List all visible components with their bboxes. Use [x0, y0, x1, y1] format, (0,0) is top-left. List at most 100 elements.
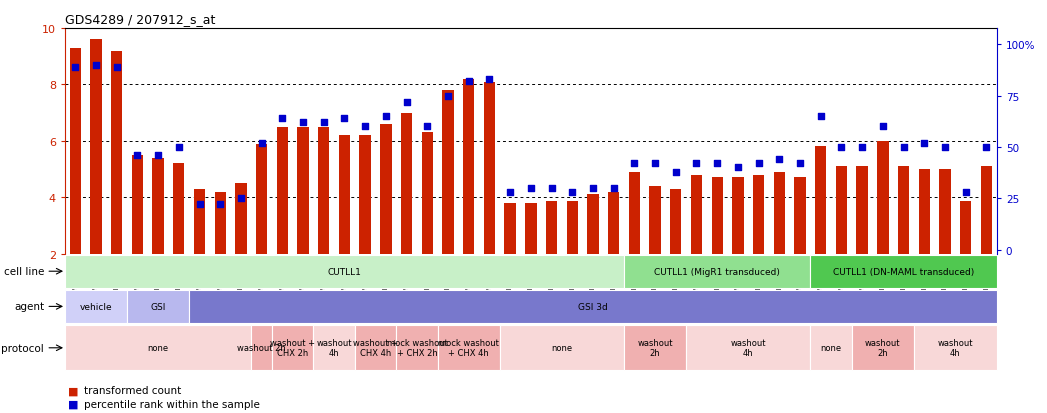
- Point: [398, 99, 415, 106]
- Bar: [173, 164, 184, 254]
- Point: [978, 144, 995, 151]
- Bar: [691, 175, 703, 254]
- Bar: [732, 178, 743, 254]
- Point: [253, 140, 270, 147]
- Point: [895, 144, 912, 151]
- Bar: [628, 172, 640, 254]
- Text: none: none: [148, 344, 169, 352]
- Point: [67, 64, 84, 71]
- Point: [564, 189, 581, 196]
- Text: CUTLL1 (MigR1 transduced): CUTLL1 (MigR1 transduced): [654, 267, 780, 276]
- Bar: [670, 189, 682, 254]
- Point: [626, 161, 643, 167]
- Point: [108, 64, 125, 71]
- Text: cell line: cell line: [4, 266, 44, 277]
- Bar: [624, 255, 810, 288]
- Bar: [380, 125, 392, 254]
- Point: [192, 202, 208, 208]
- Bar: [236, 184, 247, 254]
- Text: mock washout
+ CHX 2h: mock washout + CHX 2h: [386, 338, 447, 358]
- Bar: [836, 167, 847, 254]
- Bar: [153, 158, 163, 254]
- Bar: [276, 127, 288, 254]
- Point: [171, 144, 187, 151]
- Point: [336, 116, 353, 122]
- Bar: [810, 325, 852, 370]
- Point: [874, 124, 891, 131]
- Bar: [960, 202, 972, 254]
- Point: [605, 185, 622, 192]
- Bar: [463, 80, 474, 254]
- Bar: [442, 91, 453, 254]
- Bar: [190, 290, 997, 323]
- Point: [853, 144, 870, 151]
- Bar: [422, 133, 433, 254]
- Text: agent: agent: [14, 301, 44, 312]
- Point: [937, 144, 954, 151]
- Bar: [339, 136, 350, 254]
- Point: [543, 185, 560, 192]
- Point: [461, 79, 477, 85]
- Text: percentile rank within the sample: percentile rank within the sample: [84, 399, 260, 409]
- Bar: [251, 325, 272, 370]
- Text: washout
4h: washout 4h: [316, 338, 352, 358]
- Bar: [852, 325, 914, 370]
- Bar: [255, 144, 267, 254]
- Point: [833, 144, 850, 151]
- Bar: [774, 172, 785, 254]
- Text: mock washout
+ CHX 4h: mock washout + CHX 4h: [439, 338, 499, 358]
- Point: [274, 116, 291, 122]
- Bar: [65, 290, 127, 323]
- Bar: [127, 290, 190, 323]
- Text: ■: ■: [68, 385, 79, 395]
- Bar: [272, 325, 313, 370]
- Point: [150, 152, 166, 159]
- Bar: [939, 170, 951, 254]
- Text: transformed count: transformed count: [84, 385, 181, 395]
- Text: GSI 3d: GSI 3d: [578, 302, 608, 311]
- Point: [730, 165, 747, 171]
- Point: [419, 124, 436, 131]
- Bar: [981, 167, 993, 254]
- Text: none: none: [821, 344, 842, 352]
- Bar: [505, 203, 516, 254]
- Bar: [215, 192, 226, 254]
- Point: [294, 120, 311, 126]
- Bar: [111, 51, 122, 254]
- Text: ■: ■: [68, 399, 79, 409]
- Bar: [815, 147, 826, 254]
- Point: [378, 114, 395, 120]
- Text: GDS4289 / 207912_s_at: GDS4289 / 207912_s_at: [65, 13, 216, 26]
- Text: washout
2h: washout 2h: [865, 338, 900, 358]
- Bar: [810, 255, 997, 288]
- Text: washout
4h: washout 4h: [937, 338, 973, 358]
- Bar: [898, 167, 909, 254]
- Bar: [686, 325, 810, 370]
- Bar: [649, 186, 661, 254]
- Point: [440, 93, 456, 100]
- Point: [647, 161, 664, 167]
- Text: CUTLL1: CUTLL1: [328, 267, 361, 276]
- Bar: [484, 82, 495, 254]
- Bar: [65, 255, 624, 288]
- Bar: [856, 167, 868, 254]
- Point: [357, 124, 374, 131]
- Point: [812, 114, 829, 120]
- Bar: [624, 325, 686, 370]
- Bar: [318, 127, 330, 254]
- Text: CUTLL1 (DN-MAML transduced): CUTLL1 (DN-MAML transduced): [833, 267, 974, 276]
- Text: washout
2h: washout 2h: [638, 338, 673, 358]
- Point: [211, 202, 228, 208]
- Bar: [313, 325, 355, 370]
- Bar: [712, 178, 722, 254]
- Point: [667, 169, 684, 176]
- Bar: [795, 178, 806, 254]
- Bar: [914, 325, 997, 370]
- Point: [522, 185, 539, 192]
- Point: [792, 161, 808, 167]
- Text: protocol: protocol: [1, 343, 44, 353]
- Text: washout +
CHX 2h: washout + CHX 2h: [270, 338, 315, 358]
- Point: [916, 140, 933, 147]
- Bar: [396, 325, 438, 370]
- Text: washout
4h: washout 4h: [731, 338, 766, 358]
